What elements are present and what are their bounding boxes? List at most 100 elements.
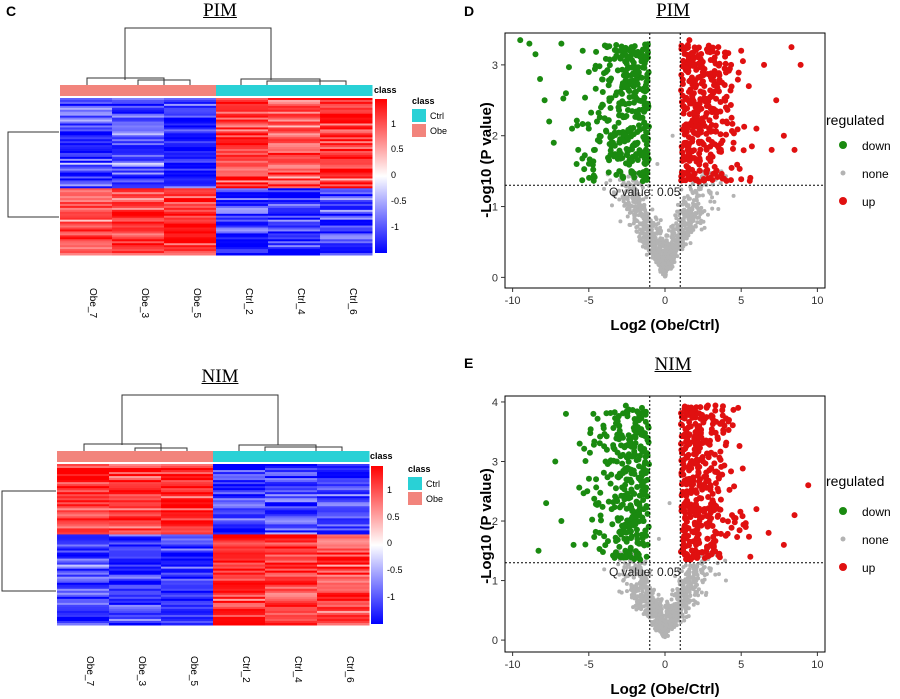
heatmap-cell [265, 500, 318, 503]
volcano-point-none [635, 196, 640, 201]
heatmap-cell [57, 598, 110, 602]
volcano-point-up [713, 167, 720, 174]
heatmap-cell [112, 221, 165, 225]
volcano-point-down [576, 484, 583, 491]
heatmap-cell [216, 194, 269, 197]
volcano-point-up [705, 477, 712, 484]
row-dendro-branch [7, 131, 59, 218]
volcano-point-up [728, 127, 735, 134]
heatmap-cell [109, 592, 162, 596]
heatmap-cell [161, 512, 214, 515]
heatmap-cell [60, 109, 113, 113]
heatmap-cell [109, 472, 162, 475]
volcano-point-none [691, 198, 696, 203]
heatmap-cell [57, 486, 110, 489]
heatmap-cell [109, 474, 162, 477]
volcano-point-down [598, 104, 604, 111]
x-tick-label: -5 [584, 659, 594, 671]
volcano-point-up [706, 117, 713, 124]
volcano-point-down [634, 81, 641, 88]
heatmap-cell [268, 133, 321, 136]
heatmap-cell [216, 111, 269, 115]
heatmap-cell [109, 482, 162, 485]
volcano-point-down [616, 422, 623, 429]
heatmap-cell [213, 538, 266, 541]
heatmap-cell [60, 152, 113, 156]
heatmap-cell [268, 145, 321, 148]
volcano-point-up [693, 428, 700, 435]
volcano-point-up [703, 450, 710, 457]
heatmap-cell [265, 616, 318, 620]
heatmap-cell [216, 174, 269, 177]
volcano-point-down [623, 529, 630, 536]
heatmap-cell [320, 182, 373, 185]
heatmap-cell [112, 253, 165, 256]
volcano-point-down [621, 46, 628, 53]
heatmap-cell [320, 203, 373, 207]
volcano-point-none [651, 604, 656, 609]
heatmap-cell [109, 470, 162, 473]
volcano-point-up [691, 129, 698, 136]
heatmap-cell [161, 492, 214, 495]
heatmap-cell [60, 164, 113, 168]
volcano-point-up [688, 481, 695, 488]
volcano-point-up [738, 176, 745, 183]
heatmap-cell [109, 492, 162, 495]
heatmap-cell [112, 135, 165, 138]
volcano-point-none [708, 190, 713, 195]
heatmap-cell [109, 478, 162, 481]
volcano-point-up [696, 124, 703, 131]
heatmap-cell [161, 480, 214, 483]
volcano-point-none [687, 567, 692, 572]
heatmap-cell [60, 139, 113, 142]
volcano-point-down [640, 496, 647, 503]
heatmap-cell [213, 488, 266, 491]
heatmap-cell [268, 125, 321, 128]
heatmap-cell [57, 572, 110, 576]
heatmap-cell [57, 606, 110, 610]
heatmap-cell [320, 245, 373, 248]
heatmap-cell [320, 178, 373, 181]
volcano-point-up [686, 542, 693, 549]
volcano-pim-xlabel: Log2 (Obe/Ctrl) [610, 317, 719, 334]
legend-dot-up [839, 197, 847, 205]
volcano-point-down [597, 133, 604, 140]
volcano-point-up [680, 171, 687, 178]
heatmap-cell [213, 584, 266, 588]
volcano-point-none [685, 231, 690, 236]
heatmap-cell [268, 253, 321, 256]
heatmap-cell [57, 580, 110, 584]
volcano-point-down [608, 506, 615, 513]
heatmap-cell [161, 570, 214, 574]
heatmap-cell [213, 604, 266, 608]
heatmap-cell [268, 174, 321, 177]
heatmap-nim: Obe_7 Obe_3 Obe_5 Ctrl_2 Ctrl_4 Ctrl_6 class … [1, 394, 443, 686]
heatmap-cell [317, 474, 370, 477]
volcano-point-none [623, 189, 628, 194]
heatmap-cell [60, 158, 113, 162]
y-tick-label: 0 [492, 272, 498, 284]
heatmap-cell [265, 568, 318, 572]
heatmap-cell [164, 141, 217, 144]
heatmap-cell [112, 172, 165, 176]
heatmap-cell [57, 464, 110, 467]
heatmap-cell [112, 149, 165, 152]
heatmap-column-label: Obe_3 [139, 288, 150, 318]
heatmap-cell [213, 518, 266, 521]
volcano-point-none [666, 242, 671, 247]
heatmap-cell [265, 584, 318, 588]
x-tick-label: 10 [811, 295, 823, 307]
heatmap-cell [164, 198, 217, 201]
volcano-point-none [701, 565, 706, 570]
heatmap-cell [161, 566, 214, 570]
heatmap-cell [317, 568, 370, 572]
heatmap-cell [161, 574, 214, 578]
heatmap-cell [109, 610, 162, 614]
volcano-point-down [601, 533, 608, 540]
heatmap-cell [320, 129, 373, 132]
heatmap-cell [268, 158, 321, 162]
volcano-point-up [730, 139, 737, 146]
heatmap-cell [112, 162, 165, 166]
heatmap-cell [112, 229, 165, 232]
heatmap-cell [161, 568, 214, 572]
